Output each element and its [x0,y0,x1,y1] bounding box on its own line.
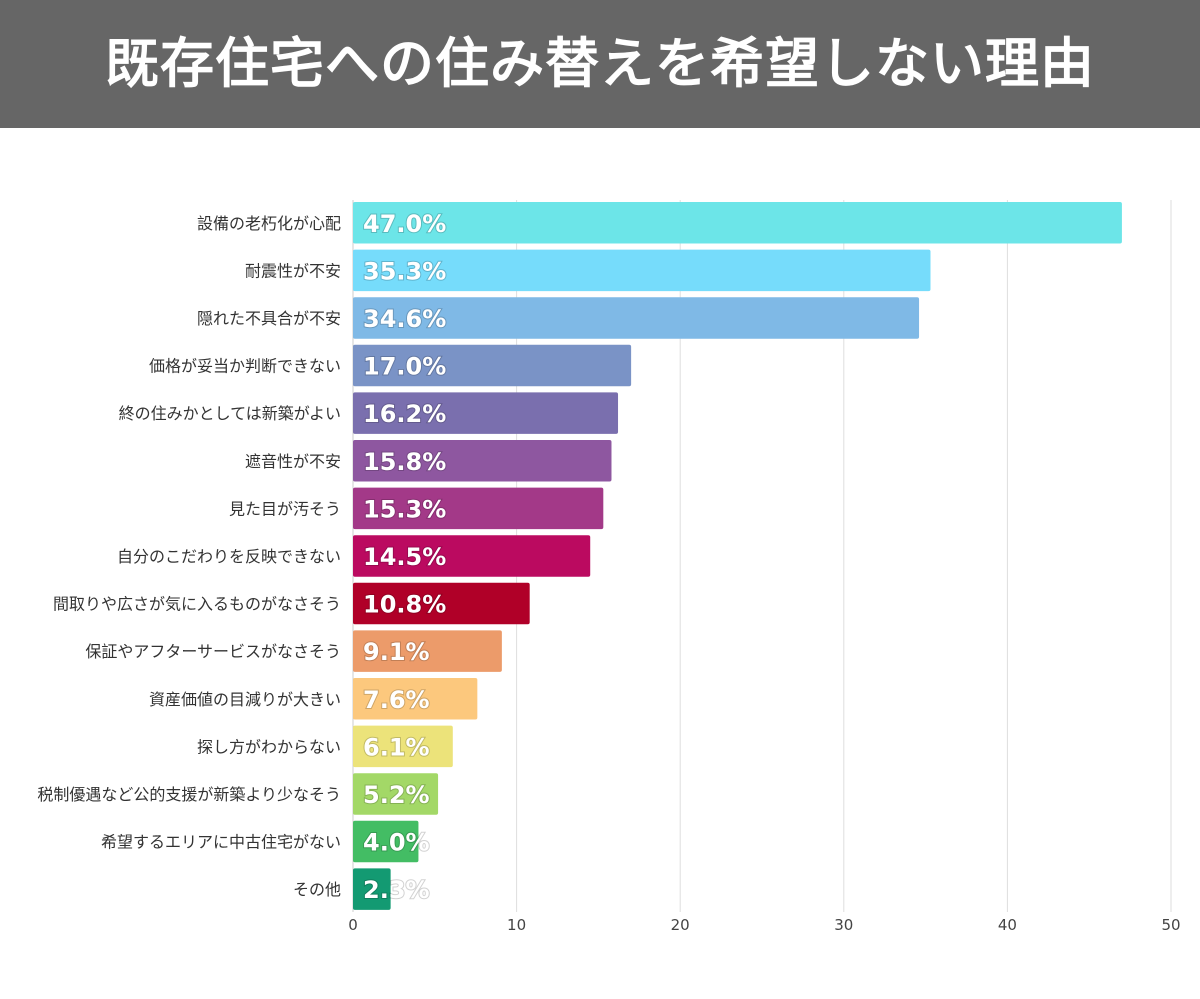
bar-value-label: 35.3% [363,257,446,285]
bar-value-label: 7.6% [363,686,430,714]
bar-value-label: 10.8% [363,591,446,619]
category-label: 税制優遇など公的支援が新築より少なそう [37,785,341,804]
bar [353,440,612,482]
title-banner [0,0,1200,128]
bar [353,344,632,387]
category-label: 間取りや広さが気に入るものがなさそう [53,595,341,614]
bar [353,725,453,768]
bar-value-label: 5.2% [363,781,430,809]
bar-value-label: 4.0% [363,829,430,857]
category-label: 資産価値の目減りが大きい [149,690,341,709]
category-label: 探し方がわからない [197,737,341,756]
category-label: 終の住みかとしては新築がよい [119,404,341,423]
x-tick-label: 20 [671,916,690,934]
category-label: 自分のこだわりを反映できない [117,547,341,566]
bar [353,249,931,292]
bar-value-label: 2.3% [363,876,430,904]
category-label: 遮音性が不安 [245,452,341,471]
bar [353,630,502,672]
category-label: 設備の老朽化が心配 [197,214,341,233]
bar [353,678,478,720]
category-labels: 設備の老朽化が心配耐震性が不安隠れた不具合が不安価格が妥当か判断できない終の住み… [37,214,341,899]
bar [353,868,391,910]
category-label: 価格が妥当か判断できない [149,357,341,376]
bars: 47.0% 35.3% 34.6% 17.0% 16.2% 15.8% 15.3% 14.5%… [353,202,1122,910]
category-label: 希望するエリアに中古住宅がない [101,833,341,852]
bar-value-label: 15.3% [363,495,446,523]
bar [353,392,619,434]
page-title: 既存住宅への住み替えを希望しない理由 [105,32,1095,95]
bar-value-label: 6.1% [363,733,430,761]
x-tick-label: 0 [348,916,358,934]
category-label: 耐震性が不安 [245,261,341,280]
bar [353,487,604,530]
bar-value-label: 14.5% [363,543,446,571]
x-tick-label: 10 [507,916,526,934]
category-label: その他 [293,880,341,899]
x-tick-label: 30 [834,916,853,934]
bar [353,582,530,625]
x-tick-label: 50 [1161,916,1180,934]
category-label: 保証やアフターサービスがなさそう [85,642,341,661]
bar-value-label: 17.0% [363,353,446,381]
x-axis-ticks: 0 10 20 30 40 50 [348,916,1180,934]
bar-value-label: 34.6% [363,305,446,333]
bar-value-label: 47.0% [363,210,446,238]
bar-value-label: 16.2% [363,400,446,428]
bar [353,535,591,577]
bar-value-label: 9.1% [363,638,430,666]
x-tick-label: 40 [998,916,1017,934]
bar [353,773,439,815]
bar [353,297,920,339]
bar-value-label: 15.8% [363,448,446,476]
bar [353,820,419,863]
bar [353,202,1122,244]
category-label: 見た目が汚そう [229,499,341,518]
category-label: 隠れた不具合が不安 [197,309,341,328]
